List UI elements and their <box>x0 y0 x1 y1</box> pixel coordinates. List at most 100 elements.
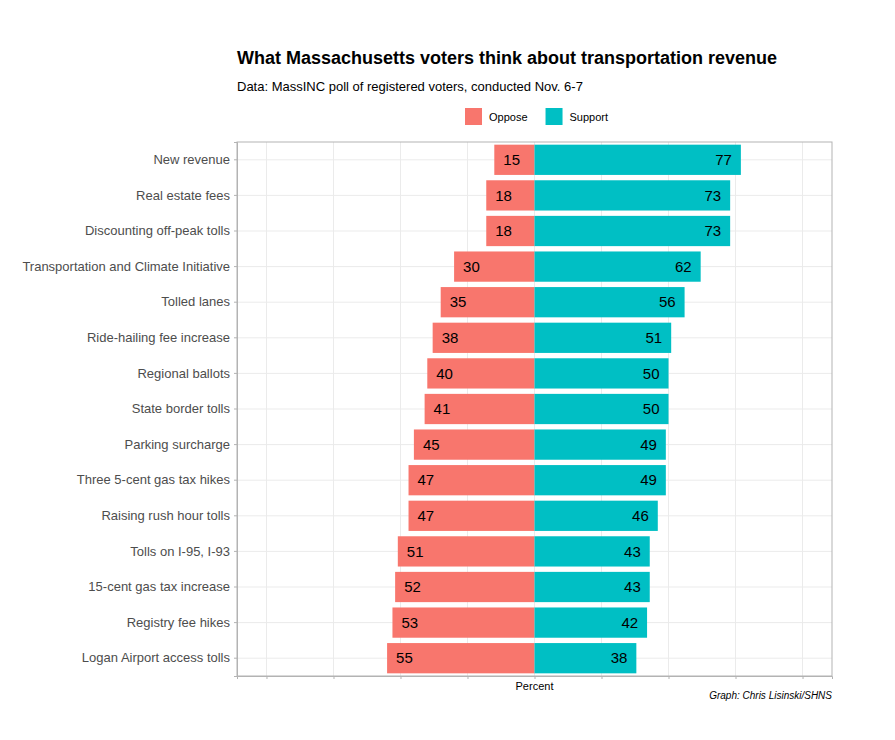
bar <box>425 394 535 424</box>
tick-mark <box>234 159 237 160</box>
data-label: 49 <box>640 471 657 488</box>
bar <box>395 572 534 602</box>
tick: State border tolls <box>132 401 237 416</box>
tick <box>400 676 401 679</box>
legend-label: Support <box>570 111 609 123</box>
bar <box>535 536 650 566</box>
tick-mark <box>234 658 237 659</box>
y-axis: New revenue Real estate fees Discounting o… <box>22 143 237 677</box>
legend-swatch <box>546 108 563 125</box>
tick: Discounting off-peak tolls <box>85 223 237 238</box>
bar <box>427 358 534 388</box>
tick-mark <box>234 480 237 481</box>
bar <box>494 145 534 175</box>
data-label: 45 <box>423 436 440 453</box>
bar <box>535 323 672 353</box>
tick: Transportation and Climate Initiative <box>22 259 237 274</box>
tick: Tolls on I-95, I-93 <box>130 544 237 559</box>
data-label: 73 <box>704 187 721 204</box>
tick: Tolled lanes <box>161 294 237 309</box>
tick-mark <box>234 195 237 196</box>
tick-mark <box>234 231 237 232</box>
bar <box>409 465 535 495</box>
tick-mark <box>803 676 804 679</box>
tick <box>333 676 334 679</box>
data-label: 38 <box>611 649 628 666</box>
tick-label: State border tolls <box>132 401 231 416</box>
bar <box>414 429 535 459</box>
tick-mark <box>736 676 737 679</box>
data-label: 47 <box>418 507 435 524</box>
bar <box>535 501 658 531</box>
tick-label: Logan Airport access tolls <box>82 650 231 665</box>
data-label: 50 <box>643 400 660 417</box>
tick-label: 15-cent gas tax increase <box>88 579 230 594</box>
data-label: 15 <box>503 151 520 168</box>
x-axis <box>238 676 833 679</box>
caption: Graph: Chris Lisinski/SHNS <box>709 690 832 701</box>
tick-mark <box>602 676 603 679</box>
bar <box>398 536 535 566</box>
tick <box>467 676 468 679</box>
axis-line <box>234 143 238 677</box>
legend-label: Oppose <box>489 111 528 123</box>
tick-label: Tolled lanes <box>161 294 230 309</box>
legend-swatch <box>465 108 482 125</box>
bar <box>535 216 731 246</box>
tick-mark <box>234 337 237 338</box>
tick: Parking surcharge <box>125 437 238 452</box>
axis-line <box>238 677 833 680</box>
data-label: 38 <box>442 329 459 346</box>
tick: 15-cent gas tax increase <box>88 579 237 594</box>
tick-mark <box>400 676 401 679</box>
data-label: 51 <box>646 329 663 346</box>
tick-mark <box>234 587 237 588</box>
tick-mark <box>234 373 237 374</box>
data-label: 46 <box>632 507 649 524</box>
tick-label: New revenue <box>153 152 230 167</box>
tick-label: Ride-hailing fee increase <box>87 330 230 345</box>
tick-mark <box>234 622 237 623</box>
tick-label: Transportation and Climate Initiative <box>22 259 230 274</box>
tick-label: Three 5-cent gas tax hikes <box>77 472 231 487</box>
data-label: 18 <box>495 222 512 239</box>
bar <box>392 607 534 637</box>
tick-mark <box>234 266 237 267</box>
bar <box>441 287 535 317</box>
data-label: 51 <box>407 543 424 560</box>
data-label: 49 <box>640 436 657 453</box>
bar <box>535 251 701 281</box>
tick-label: Raising rush hour tolls <box>101 508 230 523</box>
tick-mark <box>669 676 670 679</box>
tick: Ride-hailing fee increase <box>87 330 237 345</box>
tick <box>266 676 267 679</box>
tick-label: Registry fee hikes <box>127 615 231 630</box>
tick-mark <box>266 676 267 679</box>
bar <box>535 287 685 317</box>
data-label: 18 <box>495 187 512 204</box>
tick: Real estate fees <box>136 188 237 203</box>
bar <box>535 465 666 495</box>
data-label: 43 <box>624 578 641 595</box>
bar <box>535 643 637 673</box>
bar <box>535 607 648 637</box>
panel-border <box>237 142 832 676</box>
tick: Raising rush hour tolls <box>101 508 237 523</box>
tick-mark <box>234 551 237 552</box>
data-label: 53 <box>401 614 418 631</box>
data-label: 73 <box>704 222 721 239</box>
tick: Three 5-cent gas tax hikes <box>77 472 237 487</box>
bar <box>409 501 535 531</box>
data-labels: 1518183035384041454747515253557773736256… <box>396 151 732 666</box>
data-label: 62 <box>675 258 692 275</box>
bar <box>433 323 535 353</box>
tick-mark <box>234 444 237 445</box>
tick-mark <box>535 676 536 679</box>
panel <box>237 142 832 676</box>
background <box>0 0 895 740</box>
tick-label: Real estate fees <box>136 188 230 203</box>
bar <box>535 429 666 459</box>
bar <box>454 251 534 281</box>
data-label: 41 <box>434 400 451 417</box>
data-label: 35 <box>450 293 467 310</box>
